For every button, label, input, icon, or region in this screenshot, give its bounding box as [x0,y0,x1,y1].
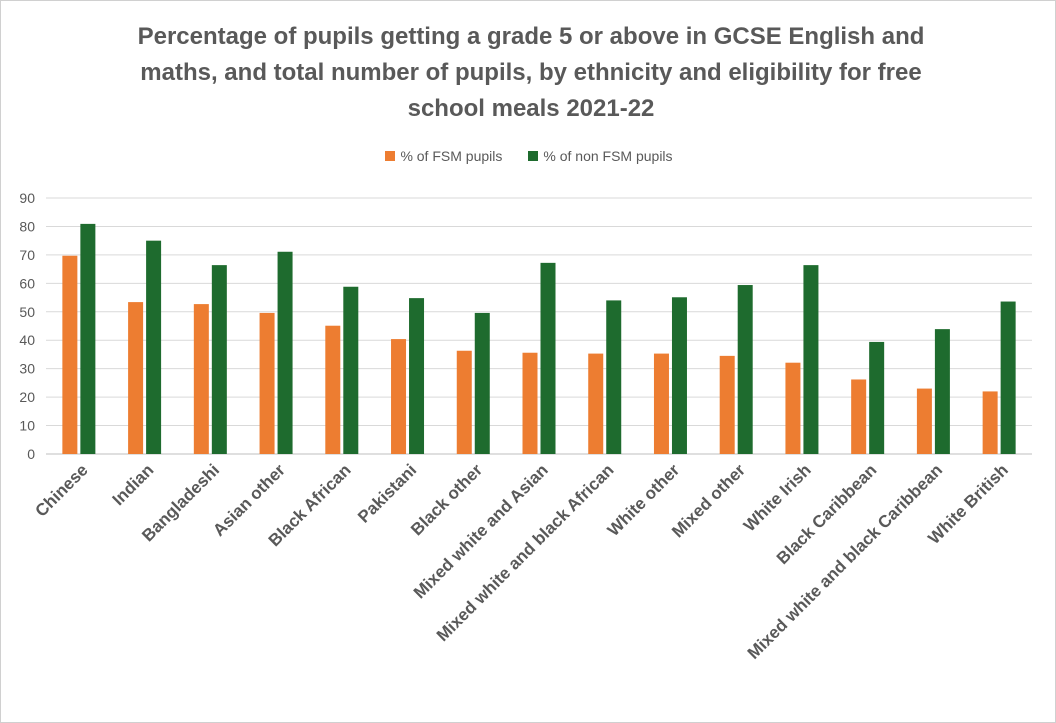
legend-swatch-non-fsm [528,151,539,161]
bar-fsm [851,379,867,454]
y-tick-label: 80 [19,218,35,234]
x-tick-label: Pakistani [354,460,420,526]
bar-fsm [259,312,275,454]
chart-title-line-2: maths, and total number of pupils, by et… [140,59,922,86]
bar-fsm [391,339,407,454]
bar-non-fsm [211,265,227,454]
bar-non-fsm [474,312,490,454]
bar-non-fsm [869,341,885,454]
y-tick-label: 70 [19,247,35,263]
y-tick-label: 90 [19,190,35,206]
bar-fsm [128,302,144,454]
bar-fsm [719,355,735,454]
bar-non-fsm [540,262,556,454]
bar-fsm [522,352,538,454]
bar-non-fsm [737,285,753,454]
legend-item-non-fsm: % of non FSM pupils [528,148,673,164]
y-tick-label: 0 [27,446,35,462]
bar-non-fsm [80,223,96,454]
legend-swatch-fsm [385,151,396,161]
y-tick-label: 20 [19,389,35,405]
bar-fsm [588,353,604,454]
bar-non-fsm [671,297,687,454]
bar-non-fsm [409,298,425,454]
bar-non-fsm [277,251,293,454]
chart-title-line-3: school meals 2021-22 [407,95,655,122]
chart-title: Percentage of pupils getting a grade 5 o… [61,19,1001,127]
bar-non-fsm [803,265,819,454]
y-tick-label: 50 [19,304,35,320]
y-tick-label: 60 [19,275,35,291]
bar-non-fsm [343,286,359,454]
bar-fsm [785,362,801,454]
y-tick-label: 40 [19,332,35,348]
bar-non-fsm [934,329,950,454]
bar-fsm [916,388,932,454]
legend-label-non-fsm: % of non FSM pupils [543,148,673,164]
legend-label-fsm: % of FSM pupils [400,148,503,164]
bar-fsm [193,304,209,454]
x-tick-label: Indian [109,460,158,509]
x-tick-label: Chinese [31,460,91,520]
bar-fsm [653,353,669,454]
x-tick-label: Mixed white and Asian [410,460,552,602]
bar-fsm [982,391,998,454]
bar-non-fsm [606,300,622,454]
chart-legend: % of FSM pupils % of non FSM pupils [1,148,1056,164]
legend-item-fsm: % of FSM pupils [385,148,502,164]
chart-title-line-1: Percentage of pupils getting a grade 5 o… [137,23,925,50]
bar-non-fsm [146,240,162,454]
y-tick-label: 10 [19,418,35,434]
bar-fsm [456,350,472,454]
bar-non-fsm [1000,301,1016,454]
bar-fsm [325,325,341,454]
y-tick-label: 30 [19,361,35,377]
bar-fsm [62,255,78,454]
